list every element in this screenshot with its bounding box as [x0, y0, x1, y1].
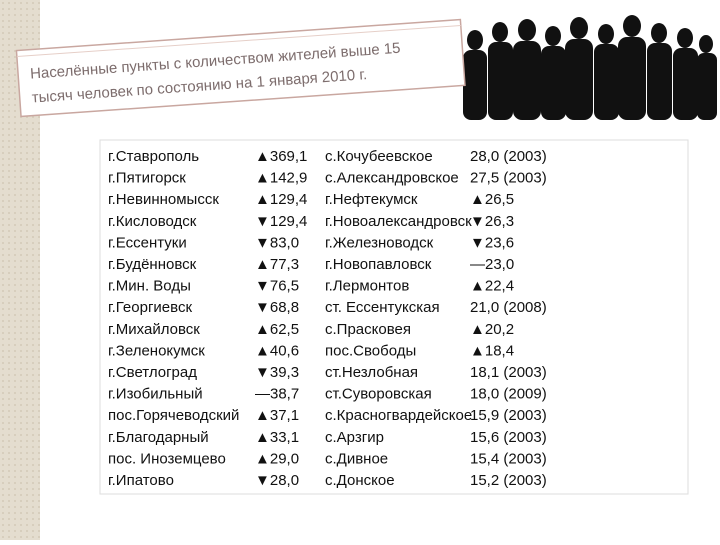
population: 15,6 (2003) [470, 429, 547, 446]
settlement-name: г.Михайловск [108, 321, 200, 338]
settlement-name: г.Ессентуки [108, 234, 187, 251]
population: 18,1 (2003) [470, 364, 547, 381]
population: ▼68,8 [255, 299, 299, 316]
settlement-name: г.Лермонтов [325, 278, 409, 295]
settlement-name: с.Красногвардейское [325, 407, 472, 424]
population: ▲142,9 [255, 170, 307, 187]
title-box: Населённые пункты с количеством жителей … [15, 18, 466, 118]
population: —38,7 [255, 386, 299, 403]
population: ▼39,3 [255, 364, 299, 381]
population: ▲62,5 [255, 321, 299, 338]
population: ▲77,3 [255, 256, 299, 273]
settlement-name: г.Изобильный [108, 386, 203, 403]
settlement-name: г.Георгиевск [108, 299, 192, 316]
settlement-name: с.Прасковея [325, 321, 411, 338]
settlement-name: ст. Ессентукская [325, 299, 440, 316]
settlement-name: с.Дивное [325, 450, 388, 467]
population: ▲22,4 [470, 278, 514, 295]
settlement-name: с.Донское [325, 472, 395, 489]
population: ▲18,4 [470, 342, 514, 359]
population: ▲40,6 [255, 342, 299, 359]
table-frame [99, 139, 689, 495]
settlement-name: г.Кисловодск [108, 213, 197, 230]
settlement-name: г.Невинномысск [108, 191, 219, 208]
population: ▲129,4 [255, 191, 307, 208]
population: —23,0 [470, 256, 514, 273]
population: ▼26,3 [470, 213, 514, 230]
population: 21,0 (2008) [470, 299, 547, 316]
settlement-name: пос.Горячеводский [108, 407, 239, 424]
population: 15,2 (2003) [470, 472, 547, 489]
settlement-name: г.Новоалександровск [325, 213, 472, 230]
settlement-name: г.Светлоград [108, 364, 197, 381]
silhouettes [463, 15, 717, 120]
settlement-name: г.Будённовск [108, 256, 197, 273]
population: 27,5 (2003) [470, 170, 547, 187]
settlement-name: г.Нефтекумск [325, 191, 418, 208]
population: ▼76,5 [255, 278, 299, 295]
population: 15,4 (2003) [470, 450, 547, 467]
population: ▲33,1 [255, 429, 299, 446]
settlement-name: г.Зеленокумск [108, 342, 205, 359]
settlement-name: с.Александровское [325, 170, 459, 187]
settlement-name: ст.Незлобная [325, 364, 418, 381]
population: ▲20,2 [470, 321, 514, 338]
settlement-name: г.Ипатово [108, 472, 174, 489]
settlement-name: г.Мин. Воды [108, 278, 191, 295]
settlement-name: г.Железноводск [325, 234, 434, 251]
population: 28,0 (2003) [470, 148, 547, 165]
settlement-name: с.Арзгир [325, 429, 384, 446]
population: ▼83,0 [255, 234, 299, 251]
population: ▼28,0 [255, 472, 299, 489]
population: 15,9 (2003) [470, 407, 547, 424]
settlement-name: пос.Свободы [325, 342, 416, 359]
settlement-name: г.Ставрополь [108, 148, 199, 165]
settlement-name: г.Пятигорск [108, 170, 186, 187]
population: ▲29,0 [255, 450, 299, 467]
population: ▼23,6 [470, 234, 514, 251]
population: ▲369,1 [255, 148, 307, 165]
settlement-name: г.Благодарный [108, 429, 209, 446]
settlement-name: г.Новопавловск [325, 256, 432, 273]
population: ▲26,5 [470, 191, 514, 208]
settlement-name: с.Кочубеевское [325, 148, 433, 165]
table: г.Ставрополь ▲369,1 с.Кочубеевское 28,0 (20… [108, 148, 547, 489]
settlement-name: ст.Суворовская [325, 386, 432, 403]
settlement-name: пос. Иноземцево [108, 450, 226, 467]
population: ▲37,1 [255, 407, 299, 424]
population: ▼129,4 [255, 213, 307, 230]
population: 18,0 (2009) [470, 386, 547, 403]
